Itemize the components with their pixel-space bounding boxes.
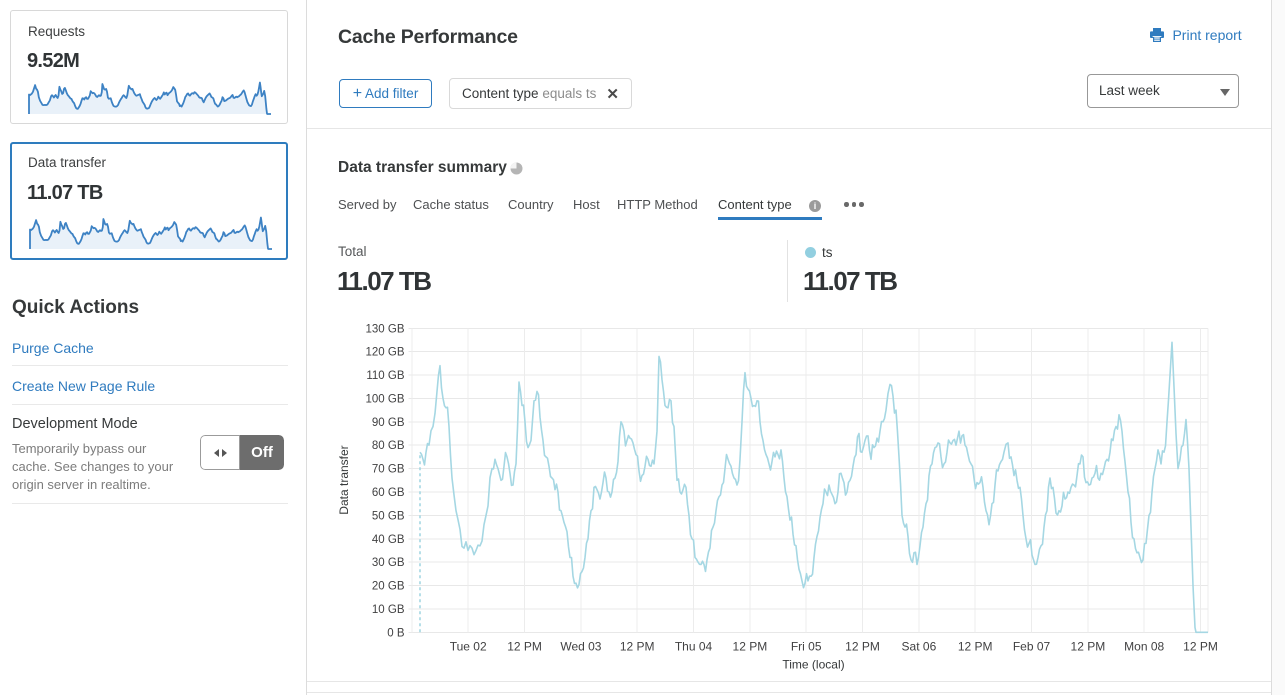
svg-text:12 PM: 12 PM: [845, 640, 880, 654]
svg-text:10 GB: 10 GB: [372, 604, 405, 616]
svg-text:12 PM: 12 PM: [1071, 640, 1106, 654]
svg-text:Tue 02: Tue 02: [450, 640, 487, 654]
svg-text:12 PM: 12 PM: [1183, 640, 1218, 654]
svg-text:20 GB: 20 GB: [372, 581, 405, 593]
svg-text:Wed 03: Wed 03: [560, 640, 601, 654]
svg-text:12 PM: 12 PM: [620, 640, 655, 654]
svg-text:Data transfer: Data transfer: [337, 445, 351, 514]
svg-text:70 GB: 70 GB: [372, 464, 405, 476]
svg-text:60 GB: 60 GB: [372, 487, 405, 499]
svg-text:Time (local): Time (local): [782, 658, 844, 672]
svg-text:90 GB: 90 GB: [372, 417, 405, 429]
svg-text:100 GB: 100 GB: [366, 394, 405, 406]
svg-text:Sat 06: Sat 06: [902, 640, 937, 654]
svg-text:30 GB: 30 GB: [372, 557, 405, 569]
svg-text:120 GB: 120 GB: [366, 347, 405, 359]
svg-text:50 GB: 50 GB: [372, 510, 405, 522]
svg-text:12 PM: 12 PM: [733, 640, 768, 654]
svg-text:Mon 08: Mon 08: [1124, 640, 1164, 654]
svg-text:Thu 04: Thu 04: [675, 640, 713, 654]
svg-text:80 GB: 80 GB: [372, 440, 405, 452]
svg-text:Fri 05: Fri 05: [791, 640, 822, 654]
svg-text:12 PM: 12 PM: [958, 640, 993, 654]
svg-text:110 GB: 110 GB: [366, 370, 404, 382]
svg-text:Feb 07: Feb 07: [1013, 640, 1051, 654]
svg-text:0 B: 0 B: [387, 627, 405, 639]
svg-text:40 GB: 40 GB: [372, 534, 405, 546]
svg-text:12 PM: 12 PM: [507, 640, 542, 654]
svg-text:130 GB: 130 GB: [366, 323, 405, 335]
